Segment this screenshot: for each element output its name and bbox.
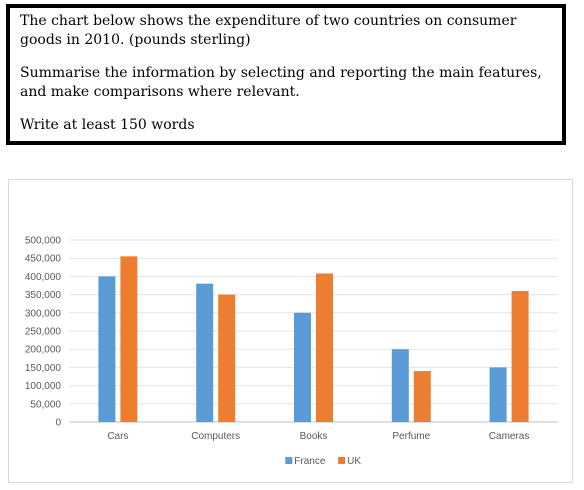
bar-uk-cars xyxy=(120,256,138,422)
task-instructions: Summarise the information by selecting a… xyxy=(20,65,542,100)
bar-france-computers xyxy=(196,283,214,422)
y-tick-label: 100,000 xyxy=(25,381,62,392)
x-tick-label: Computers xyxy=(191,431,240,442)
x-axis-labels: Cars Computers Books Perfume Cameras xyxy=(107,431,529,442)
legend-swatch-france xyxy=(285,457,293,464)
y-tick-label: 150,000 xyxy=(25,363,62,374)
x-tick-label: Cars xyxy=(107,431,128,442)
task-prompt-box: The chart below shows the expenditure of… xyxy=(6,4,566,145)
x-tick-label: Cameras xyxy=(489,431,530,442)
y-tick-label: 400,000 xyxy=(25,272,62,283)
bar-france-cameras xyxy=(489,367,507,422)
y-axis-labels: 0 50,000 100,000 150,000 200,000 250,000 300,0… xyxy=(25,236,62,429)
y-tick-label: 500,000 xyxy=(25,236,62,247)
bar-france-books xyxy=(294,312,311,422)
bar-uk-computers xyxy=(218,294,236,422)
y-tick-label: 250,000 xyxy=(25,327,62,338)
x-tick-label: Books xyxy=(300,431,328,442)
y-tick-label: 300,000 xyxy=(25,308,62,319)
legend: France UK xyxy=(285,456,361,467)
y-tick-label: 450,000 xyxy=(25,254,62,265)
y-tick-label: 0 xyxy=(55,418,61,429)
legend-label-uk: UK xyxy=(347,456,361,467)
bar-uk-perfume xyxy=(413,371,431,422)
bar-uk-cameras xyxy=(511,290,529,422)
bar-uk-books xyxy=(316,273,333,422)
bar-chart: 0 50,000 100,000 150,000 200,000 250,000 300,0… xyxy=(25,236,558,467)
chart-frame: 0 50,000 100,000 150,000 200,000 250,000 300,0… xyxy=(8,179,573,483)
bars xyxy=(98,256,529,422)
x-tick-label: Perfume xyxy=(392,431,430,442)
bar-france-perfume xyxy=(391,349,409,422)
legend-label-france: France xyxy=(294,456,326,467)
task-description: The chart below shows the expenditure of… xyxy=(20,13,517,48)
bar-france-cars xyxy=(98,276,116,422)
y-tick-label: 200,000 xyxy=(25,345,62,356)
y-tick-label: 350,000 xyxy=(25,290,62,301)
legend-swatch-uk xyxy=(338,457,346,464)
gridlines xyxy=(69,239,558,423)
task-word-count: Write at least 150 words xyxy=(20,117,195,133)
y-tick-label: 50,000 xyxy=(30,399,61,410)
